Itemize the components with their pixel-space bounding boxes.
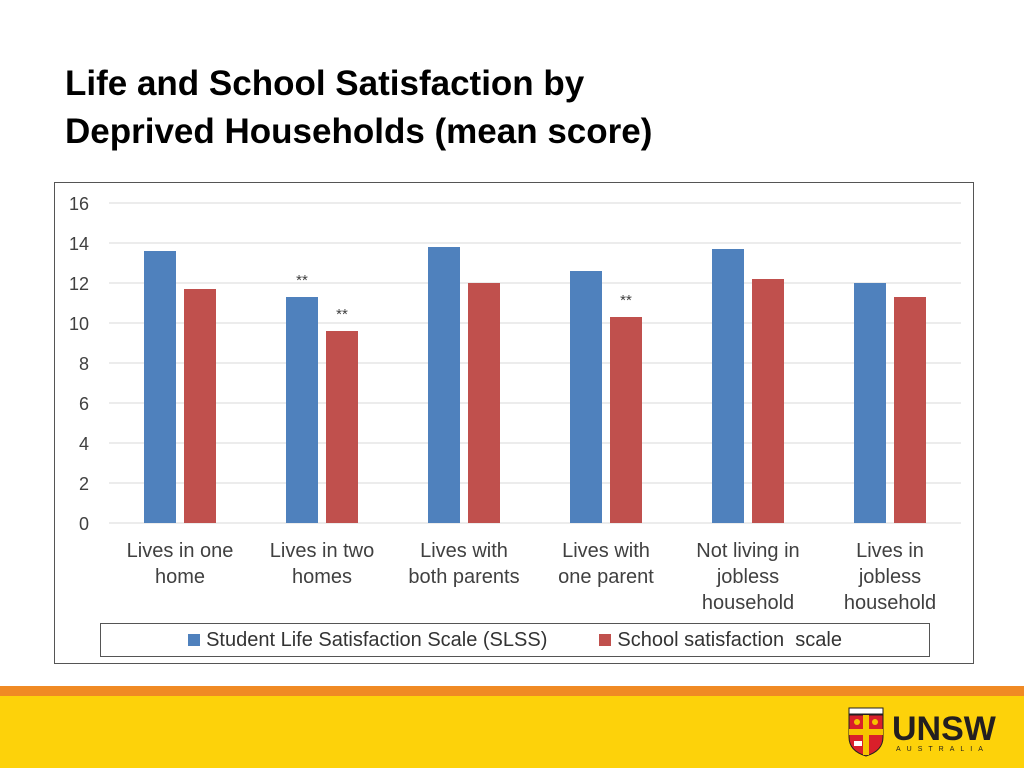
legend-item-slss: Student Life Satisfaction Scale (SLSS): [188, 629, 547, 652]
y-tick-label: 12: [69, 274, 89, 294]
bar-school: [610, 317, 642, 523]
bar-slss: [144, 251, 176, 523]
bar-school: [894, 297, 926, 523]
x-tick-label: Lives with: [420, 540, 508, 562]
y-tick-label: 14: [69, 234, 89, 254]
legend-item-school: School satisfaction scale: [599, 629, 842, 652]
footer-orange-band: [0, 686, 1024, 696]
significance-marker: **: [336, 306, 348, 323]
bar-slss: [712, 249, 744, 523]
x-tick-label: Lives with: [562, 540, 650, 562]
x-tick-label: Lives in: [856, 540, 924, 562]
x-tick-label: home: [155, 566, 205, 588]
bar-school: [184, 289, 216, 523]
slide-title-line-1: Life and School Satisfaction by: [65, 64, 585, 103]
x-tick-label: Not living in: [696, 540, 799, 562]
unsw-wordmark: UNSW AUSTRALIA: [892, 712, 996, 753]
bar-school: [752, 279, 784, 523]
legend-label-slss: Student Life Satisfaction Scale (SLSS): [206, 628, 548, 651]
legend-swatch-school: [599, 634, 612, 646]
x-tick-label: one parent: [558, 566, 654, 588]
legend-swatch-slss: [188, 634, 201, 646]
y-tick-label: 16: [69, 194, 89, 214]
unsw-word: UNSW: [892, 709, 996, 748]
bar-slss: [286, 297, 318, 523]
y-tick-label: 0: [79, 514, 89, 534]
bar-chart: 0 2 4 6 8 10 12 14 16 Lives in one home ** ** Lives i…: [69, 194, 961, 614]
unsw-logo: UNSW AUSTRALIA: [848, 704, 1000, 760]
significance-marker: **: [296, 272, 308, 289]
bar-slss: [854, 283, 886, 523]
chart-legend: Student Life Satisfaction Scale (SLSS) S…: [100, 623, 930, 657]
bar-slss: [570, 271, 602, 523]
x-tick-label: household: [702, 592, 794, 614]
bar-slss: [428, 247, 460, 523]
bar-school: [326, 331, 358, 523]
unsw-sub: AUSTRALIA: [896, 745, 989, 753]
slide-title: Life and School Satisfaction by Deprived…: [65, 60, 865, 156]
y-tick-label: 10: [69, 314, 89, 334]
x-tick-label: homes: [292, 566, 352, 588]
x-tick-label: Lives in two: [270, 540, 375, 562]
chart-frame: 0 2 4 6 8 10 12 14 16 Lives in one home ** ** Lives i…: [54, 182, 974, 664]
slide-title-line-2: Deprived Households (mean score): [65, 112, 653, 151]
bar-school: [468, 283, 500, 523]
legend-label-school: School satisfaction scale: [617, 628, 842, 651]
x-tick-label: both parents: [408, 566, 519, 588]
y-tick-label: 6: [79, 394, 89, 414]
y-tick-label: 4: [79, 434, 89, 454]
y-tick-label: 2: [79, 474, 89, 494]
x-tick-label: Lives in one: [127, 540, 234, 562]
significance-marker: **: [620, 292, 632, 309]
x-tick-label: jobless: [858, 566, 921, 588]
x-tick-label: household: [844, 592, 936, 614]
x-tick-label: jobless: [716, 566, 779, 588]
y-tick-label: 8: [79, 354, 89, 374]
unsw-crest-icon: [848, 707, 884, 757]
